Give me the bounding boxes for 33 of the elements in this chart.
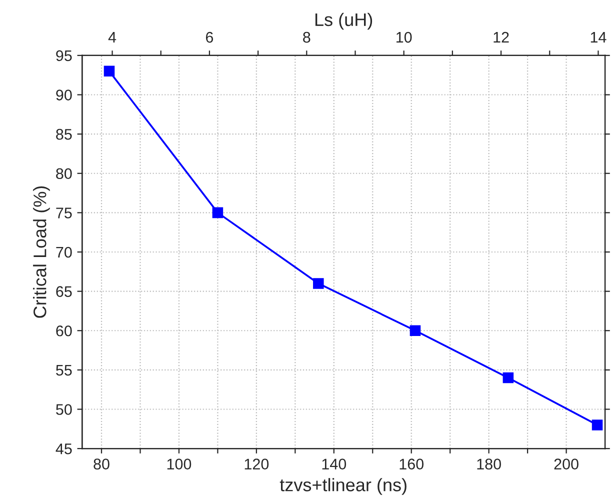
- point: [410, 325, 421, 336]
- x2-tick-label: 14: [590, 32, 606, 43]
- x2-tick-label: 6: [206, 32, 214, 43]
- x-tick-label: 140: [322, 458, 346, 470]
- x2-axis-title: Ls (uH): [315, 12, 372, 30]
- x2-tick-label: 4: [108, 32, 116, 43]
- x2-tick-label: 10: [396, 32, 412, 43]
- point: [212, 207, 224, 218]
- point: [592, 420, 603, 430]
- y-tick-label: 55: [56, 364, 72, 376]
- point: [104, 66, 115, 77]
- x2-tick-label: 12: [494, 32, 509, 43]
- y-tick-label: 90: [56, 90, 72, 100]
- x-axis-title: tzvs+tlinear (ns): [280, 478, 406, 495]
- point: [313, 278, 324, 289]
- x2-tick-label: 8: [303, 32, 310, 43]
- point: [502, 372, 514, 384]
- x-tick-label: 80: [94, 458, 110, 470]
- y-axis-title: Critical Load (%): [33, 186, 50, 318]
- y-tick-label: 75: [56, 208, 72, 218]
- y-tick-label: 70: [56, 246, 72, 258]
- y-tick-label: 65: [56, 286, 72, 297]
- y-tick-label: 85: [56, 128, 72, 140]
- y-tick-label: 60: [56, 325, 72, 336]
- y-tick-label: 45: [56, 444, 72, 454]
- x-tick-label: 160: [400, 458, 424, 470]
- x-tick-label: 180: [477, 458, 501, 470]
- y-tick-label: 50: [56, 404, 72, 415]
- y-tick-label: 95: [56, 50, 72, 62]
- x-tick-label: 100: [167, 458, 192, 470]
- x-tick-label: 200: [554, 458, 578, 470]
- x-tick-label: 120: [244, 458, 269, 470]
- y-tick-label: 80: [56, 168, 72, 180]
